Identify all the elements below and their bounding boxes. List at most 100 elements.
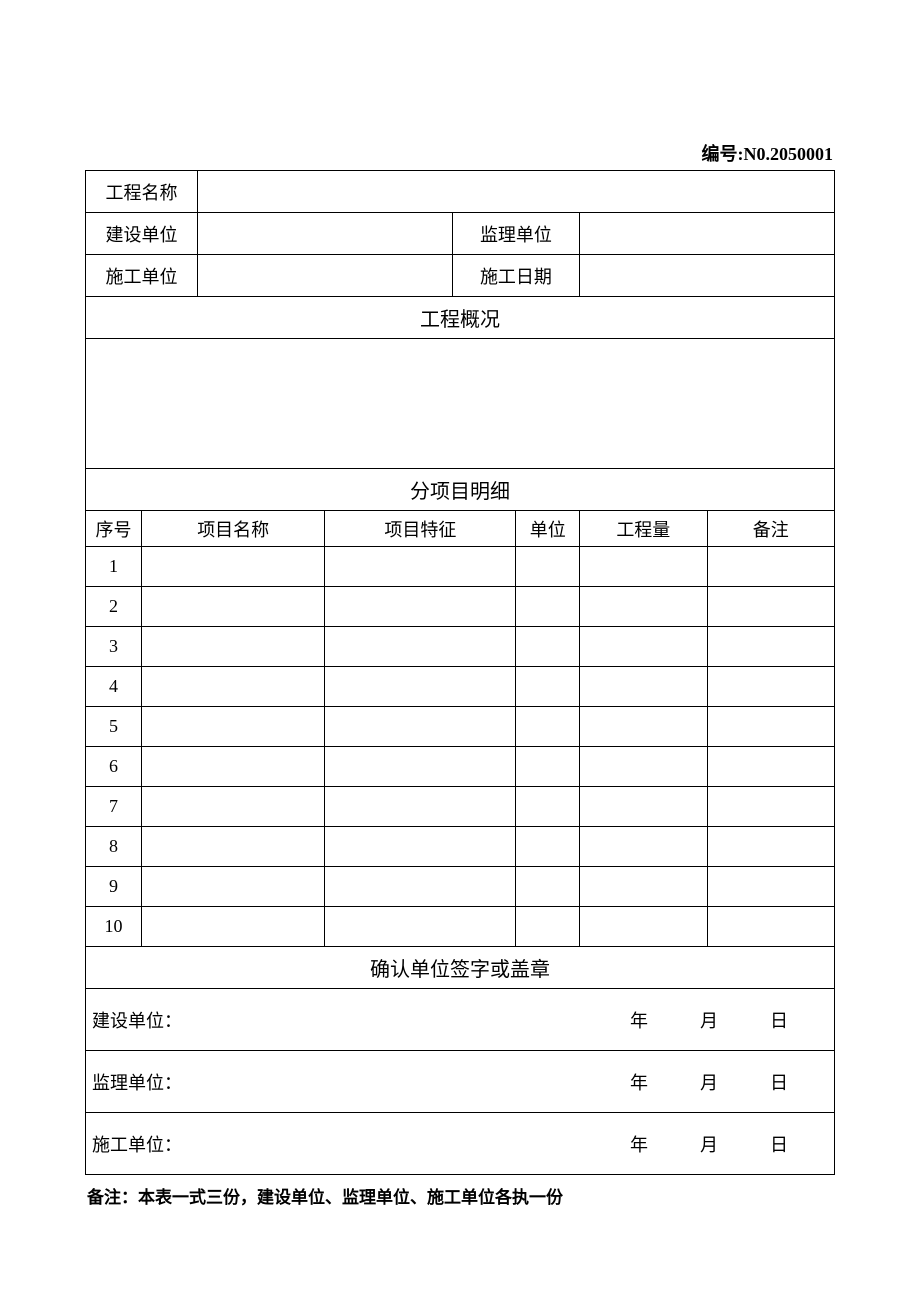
date-day: 日 <box>770 1007 788 1033</box>
form-table: 工程名称 建设单位 监理单位 施工单位 施工日期 工程概况 分项目明细 序号 项… <box>85 170 835 1175</box>
date-month: 月 <box>700 1007 718 1033</box>
cell-unit <box>516 747 580 787</box>
cell-name <box>142 827 325 867</box>
cell-qty <box>580 587 707 627</box>
signoff-header-row: 确认单位签字或盖章 <box>86 947 835 989</box>
detail-columns-row: 序号 项目名称 项目特征 单位 工程量 备注 <box>86 511 835 547</box>
cell-seq: 8 <box>86 827 142 867</box>
cell-feature <box>325 747 516 787</box>
cell-name <box>142 707 325 747</box>
info-row-units1: 建设单位 监理单位 <box>86 213 835 255</box>
date-block: 年月日 <box>604 1069 814 1095</box>
cell-unit <box>516 667 580 707</box>
overview-header-row: 工程概况 <box>86 297 835 339</box>
signoff-header: 确认单位签字或盖章 <box>86 947 835 989</box>
cell-qty <box>580 787 707 827</box>
table-row: 9 <box>86 867 835 907</box>
date-year: 年 <box>630 1069 648 1095</box>
signoff-contractor-label: 施工单位： <box>92 1135 182 1155</box>
cell-note <box>707 867 835 907</box>
cell-name <box>142 907 325 947</box>
cell-unit <box>516 867 580 907</box>
table-row: 6 <box>86 747 835 787</box>
table-row: 4 <box>86 667 835 707</box>
col-qty: 工程量 <box>580 511 707 547</box>
cell-note <box>707 907 835 947</box>
supervision-unit-value <box>580 213 835 255</box>
signoff-construction-row: 建设单位： 年 月 日 <box>86 989 835 1051</box>
cell-seq: 9 <box>86 867 142 907</box>
cell-name <box>142 747 325 787</box>
cell-qty <box>580 547 707 587</box>
cell-name <box>142 667 325 707</box>
remark-text: 备注：本表一式三份，建设单位、监理单位、施工单位各执一份 <box>85 1183 835 1208</box>
cell-qty <box>580 667 707 707</box>
signoff-contractor-cell: 施工单位： 年月日 <box>86 1113 835 1175</box>
table-row: 8 <box>86 827 835 867</box>
cell-unit <box>516 827 580 867</box>
cell-seq: 4 <box>86 667 142 707</box>
cell-unit <box>516 907 580 947</box>
cell-seq: 5 <box>86 707 142 747</box>
overview-body <box>86 339 835 469</box>
date-year: 年 <box>630 1007 648 1033</box>
cell-seq: 7 <box>86 787 142 827</box>
cell-feature <box>325 667 516 707</box>
signoff-supervision-cell: 监理单位： 年月日 <box>86 1051 835 1113</box>
project-name-label: 工程名称 <box>86 171 198 213</box>
cell-name <box>142 547 325 587</box>
info-row-units2: 施工单位 施工日期 <box>86 255 835 297</box>
table-row: 2 <box>86 587 835 627</box>
signoff-construction-cell: 建设单位： 年 月 日 <box>86 989 835 1051</box>
doc-number: 编号:N0.2050001 <box>85 140 833 166</box>
overview-header: 工程概况 <box>86 297 835 339</box>
date-year: 年 <box>630 1131 648 1157</box>
cell-unit <box>516 707 580 747</box>
date-month: 月 <box>700 1069 718 1095</box>
table-row: 5 <box>86 707 835 747</box>
info-row-project: 工程名称 <box>86 171 835 213</box>
date-day: 日 <box>770 1069 788 1095</box>
cell-note <box>707 667 835 707</box>
detail-section-header-row: 分项目明细 <box>86 469 835 511</box>
detail-section-header: 分项目明细 <box>86 469 835 511</box>
cell-name <box>142 867 325 907</box>
cell-note <box>707 627 835 667</box>
signoff-supervision-row: 监理单位： 年月日 <box>86 1051 835 1113</box>
cell-unit <box>516 627 580 667</box>
cell-unit <box>516 587 580 627</box>
cell-name <box>142 627 325 667</box>
col-unit: 单位 <box>516 511 580 547</box>
table-row: 10 <box>86 907 835 947</box>
cell-feature <box>325 627 516 667</box>
col-seq: 序号 <box>86 511 142 547</box>
contractor-value <box>198 255 453 297</box>
cell-unit <box>516 787 580 827</box>
cell-feature <box>325 547 516 587</box>
cell-feature <box>325 707 516 747</box>
construction-unit-label: 建设单位 <box>86 213 198 255</box>
cell-seq: 6 <box>86 747 142 787</box>
cell-feature <box>325 787 516 827</box>
cell-feature <box>325 827 516 867</box>
supervision-unit-label: 监理单位 <box>452 213 579 255</box>
date-block: 年月日 <box>604 1007 814 1033</box>
contractor-label: 施工单位 <box>86 255 198 297</box>
table-row: 3 <box>86 627 835 667</box>
cell-qty <box>580 747 707 787</box>
project-name-value <box>198 171 835 213</box>
cell-seq: 2 <box>86 587 142 627</box>
cell-qty <box>580 627 707 667</box>
cell-name <box>142 787 325 827</box>
signoff-contractor-row: 施工单位： 年月日 <box>86 1113 835 1175</box>
cell-note <box>707 747 835 787</box>
col-feature: 项目特征 <box>325 511 516 547</box>
signoff-construction-label: 建设单位： <box>92 1011 182 1031</box>
table-row: 7 <box>86 787 835 827</box>
cell-unit <box>516 547 580 587</box>
cell-feature <box>325 587 516 627</box>
date-block: 年月日 <box>604 1131 814 1157</box>
cell-seq: 1 <box>86 547 142 587</box>
cell-note <box>707 787 835 827</box>
cell-qty <box>580 707 707 747</box>
